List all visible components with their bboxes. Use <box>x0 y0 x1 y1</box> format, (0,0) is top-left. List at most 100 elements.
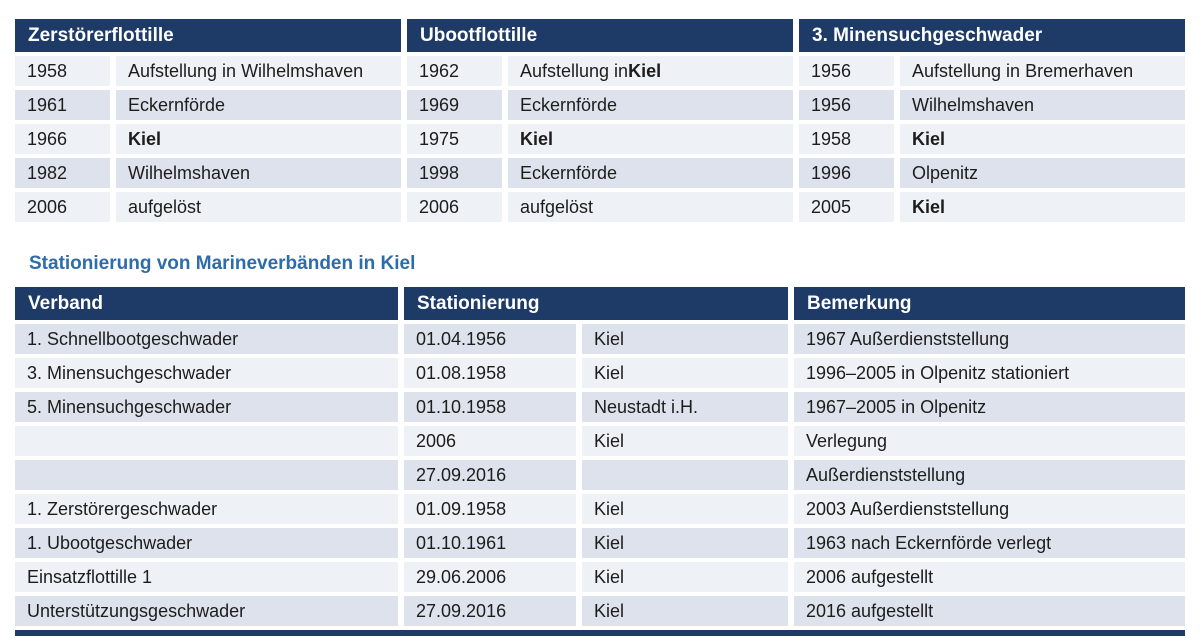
verband-cell: 5. Minensuchgeschwader <box>15 392 398 422</box>
verband-cell: 3. Minensuchgeschwader <box>15 358 398 388</box>
table-row: 27.09.2016 Außerdienststellung <box>15 460 1185 490</box>
year-cell: 1969 <box>407 90 502 120</box>
table-row: 1998 Eckernförde <box>407 158 793 188</box>
bemerkung-cell: 2006 aufgestellt <box>794 562 1185 592</box>
datum-cell: 2006 <box>404 426 576 456</box>
table-header: Zerstörerflottille <box>15 19 401 52</box>
place-cell: Kiel <box>900 124 1185 154</box>
table-row: 1961 Eckernförde <box>15 90 401 120</box>
section-heading: Stationierung von Marineverbänden in Kie… <box>29 253 416 274</box>
table-title: 3. Minensuchgeschwader <box>812 24 1043 46</box>
table-header: Ubootflottille <box>407 19 793 52</box>
stationierung-rows: 1. Schnellbootgeschwader 01.04.1956 Kiel… <box>15 324 1185 626</box>
table-row: 1. Ubootgeschwader 01.10.1961 Kiel 1963 … <box>15 528 1185 558</box>
verband-cell <box>15 426 398 456</box>
datum-cell: 27.09.2016 <box>404 596 576 626</box>
ort-cell: Kiel <box>582 494 788 524</box>
stationierung-header-row: Verband Stationierung Bemerkung <box>15 287 1185 320</box>
year-cell: 1998 <box>407 158 502 188</box>
stationierung-table: Verband Stationierung Bemerkung 1. Schne… <box>15 287 1185 636</box>
table-zerstoererflottille: Zerstörerflottille 1958 Aufstellung in W… <box>15 19 401 222</box>
datum-cell: 01.04.1956 <box>404 324 576 354</box>
place-cell: Kiel <box>508 124 793 154</box>
year-cell: 1962 <box>407 56 502 86</box>
table-title: Ubootflottille <box>420 24 538 46</box>
table-header: 3. Minensuchgeschwader <box>799 19 1185 52</box>
table-row: 1. Schnellbootgeschwader 01.04.1956 Kiel… <box>15 324 1185 354</box>
table-row: 1962 Aufstellung in Kiel <box>407 56 793 86</box>
bemerkung-cell: 1963 nach Eckernförde verlegt <box>794 528 1185 558</box>
verband-cell: 1. Zerstörergeschwader <box>15 494 398 524</box>
table-row: 1. Zerstörergeschwader 01.09.1958 Kiel 2… <box>15 494 1185 524</box>
table-rows: 1962 Aufstellung in Kiel 1969 Eckernförd… <box>407 56 793 222</box>
place-cell: Kiel <box>116 124 401 154</box>
unit-history-tables: Zerstörerflottille 1958 Aufstellung in W… <box>15 19 1185 222</box>
table-row: 1958 Aufstellung in Wilhelmshaven <box>15 56 401 86</box>
table-rows: 1956 Aufstellung in Bremerhaven 1956 Wil… <box>799 56 1185 222</box>
year-cell: 2006 <box>407 192 502 222</box>
column-header-verband: Verband <box>15 287 398 320</box>
year-cell: 1982 <box>15 158 110 188</box>
bemerkung-cell: 2003 Außerdienststellung <box>794 494 1185 524</box>
year-cell: 2005 <box>799 192 894 222</box>
ort-cell: Kiel <box>582 324 788 354</box>
verband-cell <box>15 460 398 490</box>
ort-cell <box>582 460 788 490</box>
table-bottom-border <box>15 630 1185 636</box>
place-cell: Aufstellung in Bremerhaven <box>900 56 1185 86</box>
year-cell: 2006 <box>15 192 110 222</box>
table-row: 5. Minensuchgeschwader 01.10.1958 Neusta… <box>15 392 1185 422</box>
table-row: 1969 Eckernförde <box>407 90 793 120</box>
table-row: 1975 Kiel <box>407 124 793 154</box>
datum-cell: 01.10.1958 <box>404 392 576 422</box>
place-cell: Eckernförde <box>508 158 793 188</box>
table-row: 1956 Aufstellung in Bremerhaven <box>799 56 1185 86</box>
table-rows: 1958 Aufstellung in Wilhelmshaven 1961 E… <box>15 56 401 222</box>
table-minensuchgeschwader: 3. Minensuchgeschwader 1956 Aufstellung … <box>799 19 1185 222</box>
ort-cell: Kiel <box>582 426 788 456</box>
table-row: 1966 Kiel <box>15 124 401 154</box>
year-cell: 1958 <box>15 56 110 86</box>
table-row: Einsatzflottille 1 29.06.2006 Kiel 2006 … <box>15 562 1185 592</box>
verband-cell: Unterstützungsgeschwader <box>15 596 398 626</box>
place-cell: aufgelöst <box>508 192 793 222</box>
place-cell: Aufstellung in Wilhelmshaven <box>116 56 401 86</box>
verband-cell: 1. Ubootgeschwader <box>15 528 398 558</box>
place-cell: Eckernförde <box>116 90 401 120</box>
bemerkung-cell: Außerdienststellung <box>794 460 1185 490</box>
datum-cell: 29.06.2006 <box>404 562 576 592</box>
column-header-stationierung: Stationierung <box>404 287 788 320</box>
bemerkung-cell: Verlegung <box>794 426 1185 456</box>
place-cell: Wilhelmshaven <box>900 90 1185 120</box>
year-cell: 1961 <box>15 90 110 120</box>
place-cell: Aufstellung in Kiel <box>508 56 793 86</box>
bemerkung-cell: 2016 aufgestellt <box>794 596 1185 626</box>
table-row: 1956 Wilhelmshaven <box>799 90 1185 120</box>
table-ubootflottille: Ubootflottille 1962 Aufstellung in Kiel … <box>407 19 793 222</box>
ort-cell: Kiel <box>582 358 788 388</box>
year-cell: 1975 <box>407 124 502 154</box>
ort-cell: Neustadt i.H. <box>582 392 788 422</box>
verband-cell: Einsatzflottille 1 <box>15 562 398 592</box>
table-row: 2006 aufgelöst <box>15 192 401 222</box>
datum-cell: 27.09.2016 <box>404 460 576 490</box>
table-row: 1982 Wilhelmshaven <box>15 158 401 188</box>
column-header-bemerkung: Bemerkung <box>794 287 1185 320</box>
year-cell: 1996 <box>799 158 894 188</box>
table-title: Zerstörerflottille <box>28 24 174 46</box>
table-row: 2005 Kiel <box>799 192 1185 222</box>
place-cell: Wilhelmshaven <box>116 158 401 188</box>
verband-cell: 1. Schnellbootgeschwader <box>15 324 398 354</box>
year-cell: 1956 <box>799 90 894 120</box>
table-row: 1958 Kiel <box>799 124 1185 154</box>
table-row: Unterstützungsgeschwader 27.09.2016 Kiel… <box>15 596 1185 626</box>
place-cell: Kiel <box>900 192 1185 222</box>
year-cell: 1956 <box>799 56 894 86</box>
bemerkung-cell: 1967–2005 in Olpenitz <box>794 392 1185 422</box>
datum-cell: 01.08.1958 <box>404 358 576 388</box>
place-cell: aufgelöst <box>116 192 401 222</box>
table-row: 3. Minensuchgeschwader 01.08.1958 Kiel 1… <box>15 358 1185 388</box>
place-cell: Olpenitz <box>900 158 1185 188</box>
table-row: 1996 Olpenitz <box>799 158 1185 188</box>
